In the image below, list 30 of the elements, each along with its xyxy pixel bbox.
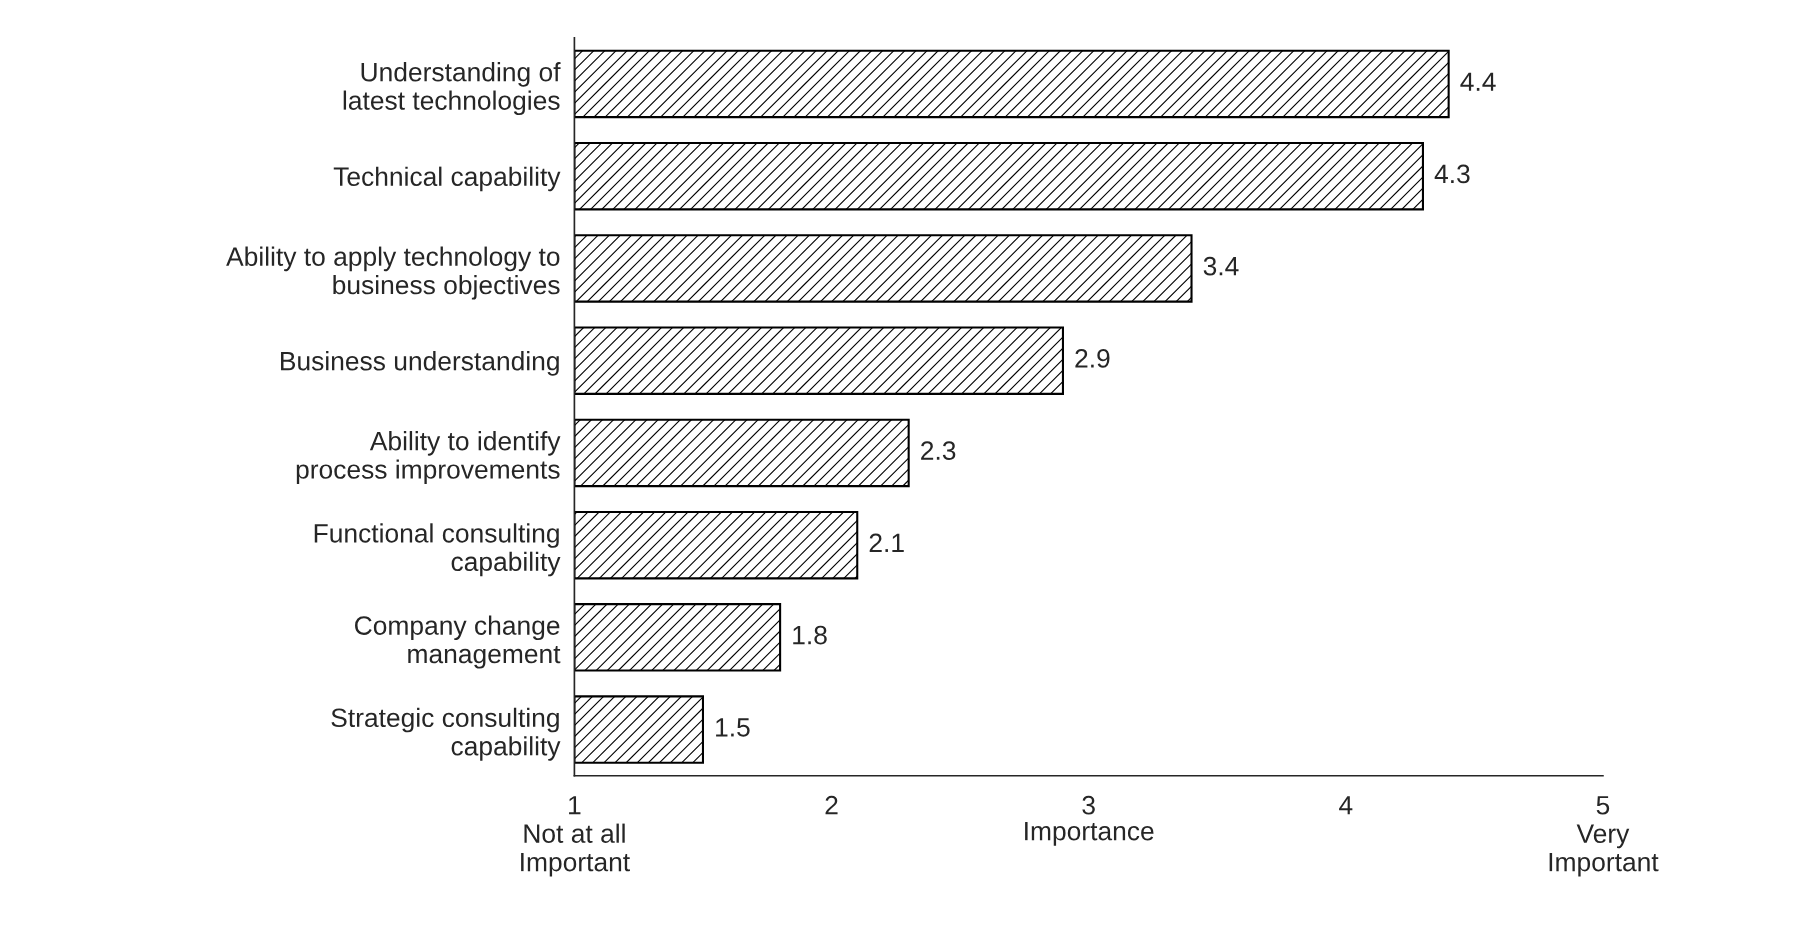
y-tick-label: Functional consulting capability	[314, 523, 561, 577]
x-tick-label: 4	[1339, 796, 1353, 815]
data-label: 2.9	[1075, 349, 1110, 368]
bar	[574, 141, 1424, 211]
y-tick-label: Company change management	[355, 615, 561, 669]
data-label: 1.8	[793, 625, 827, 645]
data-label: 4.3	[1434, 164, 1470, 184]
data-label: 4.4	[1460, 72, 1496, 91]
y-tick-label: Ability to identify process improvements	[296, 431, 561, 485]
bar	[574, 418, 910, 488]
x-tick-label: 2	[825, 795, 838, 815]
x-axis-title: Importance	[1025, 822, 1154, 846]
bar	[574, 234, 1193, 303]
bar	[574, 510, 859, 580]
data-label: 1.5	[716, 718, 750, 737]
bar	[574, 695, 705, 764]
y-tick-label: Strategic consulting capability	[331, 707, 561, 761]
data-label: 2.1	[869, 533, 904, 552]
x-tick-label: 5 Very Important	[1549, 796, 1659, 877]
data-label: 3.4	[1203, 256, 1239, 276]
x-tick-label: 1 Not at all Important	[521, 796, 630, 877]
y-tick-label: Business understanding	[281, 351, 559, 376]
data-label: 2.3	[921, 441, 956, 460]
y-tick-label: Understanding of latest technologies	[343, 62, 561, 116]
x-tick-label: 3	[1082, 795, 1095, 815]
y-tick-label: Technical capability	[333, 166, 561, 192]
y-tick-label: Ability to apply technology to business objectives	[226, 246, 560, 300]
bar	[574, 603, 782, 672]
bar	[574, 49, 1450, 119]
bar	[574, 326, 1064, 395]
